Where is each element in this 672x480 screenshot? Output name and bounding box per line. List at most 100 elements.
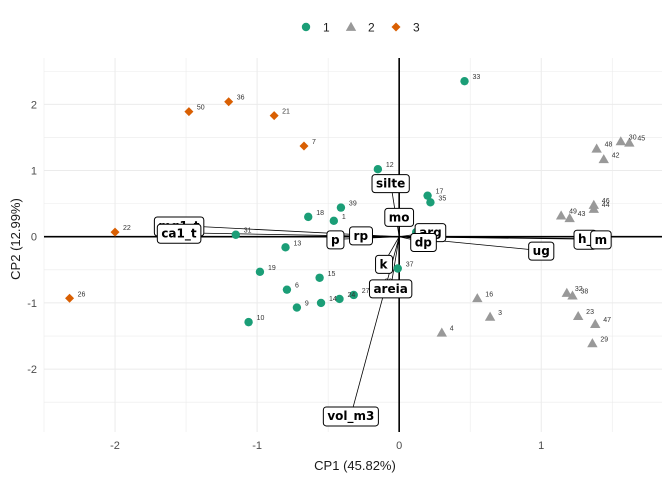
data-point xyxy=(349,290,358,300)
variable-label-box xyxy=(349,226,373,246)
x-tick-label: -2 xyxy=(110,440,120,452)
y-tick-label: 0 xyxy=(31,232,37,244)
legend-label: 1 xyxy=(323,21,330,35)
y-tick-label: -1 xyxy=(27,298,37,310)
point-label: 15 xyxy=(328,271,336,278)
point-label: 31 xyxy=(244,228,252,235)
point-label: 16 xyxy=(485,291,493,298)
legend-key xyxy=(345,21,357,31)
data-point xyxy=(304,212,313,222)
x-tick-label: 1 xyxy=(538,440,544,452)
data-point xyxy=(460,76,469,86)
point-label: 9 xyxy=(305,301,309,308)
point-label: 49 xyxy=(569,209,577,216)
data-point xyxy=(231,230,240,239)
data-point xyxy=(598,154,609,164)
data-point xyxy=(282,285,292,294)
point-label: 50 xyxy=(197,105,205,112)
data-point xyxy=(65,293,75,303)
variable-label-text: h_ xyxy=(578,232,593,247)
point-label: 3 xyxy=(498,310,502,317)
point-label: 26 xyxy=(78,291,86,298)
variable-label: p xyxy=(326,230,345,250)
point-label: 32 xyxy=(575,286,583,293)
x-axis-title: CP1 (45.82%) xyxy=(314,458,396,473)
x-tick-label: -1 xyxy=(252,440,262,452)
point-label: 44 xyxy=(602,202,610,209)
data-point xyxy=(615,136,626,146)
variable-label-box xyxy=(528,241,555,261)
data-point xyxy=(561,287,573,297)
y-tick-label: -2 xyxy=(27,364,37,376)
point-label: 43 xyxy=(578,211,586,218)
variable-label: vol_m3 xyxy=(322,406,379,427)
variable-label: ca1_t xyxy=(156,223,202,244)
point-label: 6 xyxy=(295,283,299,290)
point-label: 35 xyxy=(438,195,446,202)
variable-label-box xyxy=(368,279,413,299)
legend-label: 3 xyxy=(413,21,420,35)
loading-arrows xyxy=(178,183,601,416)
data-point xyxy=(255,267,265,277)
variable-label: rp xyxy=(349,226,373,246)
variable-label: mo xyxy=(384,207,415,227)
point-label: 38 xyxy=(580,289,588,296)
point-label: 17 xyxy=(436,189,444,196)
legend-item: 2 xyxy=(345,21,375,35)
data-point xyxy=(588,203,600,213)
data-point xyxy=(329,216,339,226)
variable-label-box xyxy=(410,233,437,253)
point-label: 4 xyxy=(450,326,454,333)
point-label: 12 xyxy=(386,162,394,169)
y-tick-label: 2 xyxy=(31,99,37,111)
variable-label-box xyxy=(371,174,410,194)
data-point xyxy=(393,264,402,273)
point-label: 33 xyxy=(473,74,481,81)
point-label: 45 xyxy=(637,136,645,143)
variable-label-text: dp xyxy=(415,236,433,250)
point-label: 1 xyxy=(342,214,346,221)
variable-label-text: vol_m3 xyxy=(327,409,374,424)
point-label: 22 xyxy=(123,225,131,232)
point-label: 24 xyxy=(348,292,356,299)
variable-label: k xyxy=(375,254,394,274)
data-point xyxy=(587,338,598,348)
data-point xyxy=(292,303,302,312)
point-label: 13 xyxy=(294,240,302,247)
point-label: 18 xyxy=(316,210,324,217)
data-point xyxy=(591,143,602,153)
data-point xyxy=(555,210,567,220)
legend-label: 2 xyxy=(368,21,375,35)
point-label: 42 xyxy=(612,152,620,159)
variable-label-text: m xyxy=(595,233,608,247)
data-point xyxy=(224,97,234,107)
point-label: 10 xyxy=(257,315,265,322)
variable-label-text: silte xyxy=(376,177,405,191)
data-point xyxy=(335,294,344,304)
point-label: 21 xyxy=(282,109,290,116)
variable-label: m xyxy=(590,230,612,250)
data-point xyxy=(426,198,435,207)
variable-label-text: p xyxy=(331,233,340,247)
data-point xyxy=(484,311,496,321)
variable-label-text: ug xyxy=(533,244,550,258)
y-tick-label: 1 xyxy=(31,166,37,178)
data-point xyxy=(572,310,584,321)
point-label: 14 xyxy=(329,296,337,303)
variable-label-box xyxy=(375,254,394,274)
variable-label-box xyxy=(156,223,202,244)
data-point xyxy=(567,290,578,300)
point-label: 46 xyxy=(602,198,610,205)
legend: 1 2 3 xyxy=(301,21,420,35)
data-point xyxy=(472,293,483,303)
point-label: 19 xyxy=(268,265,276,272)
variable-label-text: areia xyxy=(373,282,407,296)
point-label: 48 xyxy=(605,142,613,149)
variable-label-text: k xyxy=(380,257,389,271)
point-label: 29 xyxy=(600,336,608,343)
data-point xyxy=(373,165,383,174)
data-point xyxy=(590,318,601,329)
legend-key xyxy=(391,22,401,32)
data-point xyxy=(110,227,120,237)
